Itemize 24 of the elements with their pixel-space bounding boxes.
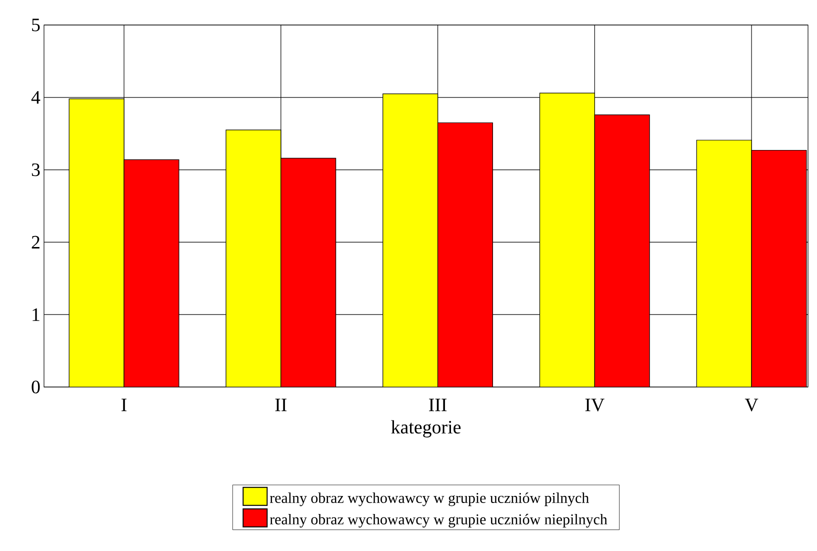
bar — [751, 150, 807, 387]
bar — [68, 98, 124, 387]
y-tick-label: 2 — [32, 236, 40, 248]
y-tick-label: 3 — [32, 163, 40, 176]
bar — [437, 122, 493, 387]
bar — [696, 140, 752, 387]
x-tick-label: IV — [585, 398, 604, 412]
y-tick-label: 1 — [32, 308, 40, 321]
x-axis-title: kategorie — [391, 420, 461, 438]
x-tick-label: III — [429, 398, 447, 412]
legend-label: realny obraz wychowawcy w grupie uczniów niepilnych — [270, 514, 608, 528]
x-tick-label: V — [744, 398, 758, 412]
bar — [594, 114, 650, 387]
bar — [539, 92, 595, 387]
y-tick-label: 4 — [31, 91, 40, 104]
y-tick-label: 0 — [32, 380, 40, 394]
bar — [280, 158, 336, 387]
x-tick-label: II — [275, 398, 287, 412]
bar — [124, 159, 180, 387]
x-tick-label: I — [122, 398, 126, 412]
bar — [382, 93, 438, 387]
legend-label: realny obraz wychowawcy w grupie uczniów pilnych — [270, 492, 589, 506]
y-tick-label: 5 — [32, 18, 40, 32]
bar — [226, 130, 282, 387]
